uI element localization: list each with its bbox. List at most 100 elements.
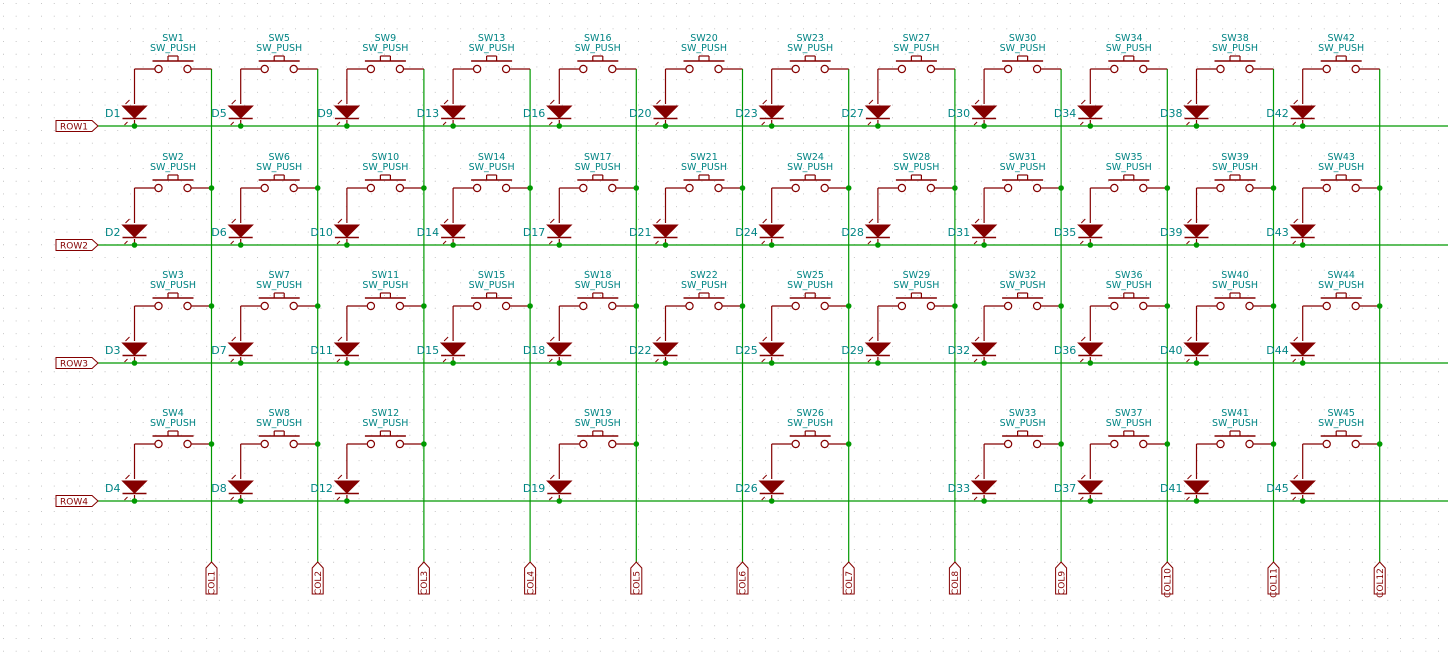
switch-ref-label: SW4 [162, 408, 183, 419]
diode-mark [336, 218, 343, 245]
switch-value-label: SW_PUSH [1106, 43, 1152, 54]
switch-value-label: SW_PUSH [256, 43, 302, 54]
switch-pin [260, 64, 269, 74]
diode-ref-label: D18 [523, 344, 545, 357]
switch-pin [1110, 64, 1119, 74]
diode-body [864, 105, 892, 119]
diode-mark [1079, 336, 1086, 363]
junction-dot [1087, 498, 1094, 504]
switch-pin [154, 301, 163, 311]
diode-ref-label: D3 [105, 344, 120, 357]
switch-ref-label: SW35 [1115, 152, 1143, 163]
switch-value-label: SW_PUSH [1318, 43, 1364, 54]
switch-pin [289, 439, 298, 449]
diode-ref-label: D23 [735, 107, 757, 120]
diode-mark [124, 474, 130, 501]
diode-body [546, 224, 573, 238]
junction-dot [981, 498, 987, 504]
diode-body [227, 480, 254, 494]
switch-pin [1110, 439, 1119, 449]
switch-pin [472, 64, 482, 74]
switch-value-label: SW_PUSH [575, 418, 621, 429]
junction-dot [421, 185, 427, 191]
diode-body [439, 224, 467, 238]
junction-dot [450, 242, 456, 248]
diode-mark [124, 99, 130, 126]
diode-mark [1079, 474, 1086, 501]
diode-mark [548, 218, 555, 245]
column-net-label-frame [842, 561, 855, 595]
switch-pin [926, 64, 936, 74]
switch-value-label: SW_PUSH [575, 162, 621, 173]
switch-pin [183, 301, 192, 311]
switch-ref-label: SW26 [796, 408, 824, 419]
switch-ref-label: SW30 [1009, 33, 1037, 44]
diode-ref-label: D22 [629, 344, 651, 357]
switch-ref-label: SW33 [1009, 408, 1037, 419]
diode-body [970, 224, 998, 238]
junction-dot [1193, 123, 1200, 129]
diode-ref-label: D1 [105, 107, 120, 120]
junction-dot [344, 498, 350, 504]
column-net-label-frame [311, 561, 324, 595]
net-labels: ROW1 ROW2 ROW3 ROW4 COL1 COL2 COL3 COL4 COL5 COL6… [55, 120, 1386, 598]
diode-mark [230, 474, 237, 501]
junction-dot [237, 360, 244, 366]
switch-pin [1216, 301, 1225, 311]
switch-pin [1216, 64, 1225, 74]
junction-dot [1087, 360, 1094, 366]
diode-mark [548, 336, 555, 363]
switch-ref-label: SW34 [1115, 33, 1143, 44]
switch-ref-label: SW8 [268, 408, 289, 419]
diode-ref-label: D16 [523, 107, 545, 120]
switch-value-label: SW_PUSH [362, 43, 408, 54]
junction-dot [768, 498, 775, 504]
switch-pin [501, 301, 511, 311]
switch-pin [1322, 183, 1331, 193]
diode-ref-label: D10 [310, 226, 332, 239]
diode-mark [1292, 336, 1299, 363]
diode-mark [1292, 99, 1299, 126]
column-net-label-frame [630, 561, 643, 595]
switch-pin [1003, 183, 1013, 193]
switch-value-label: SW_PUSH [1318, 162, 1364, 173]
diode-mark [867, 99, 874, 126]
column-net-label: COL4 [526, 571, 536, 595]
junction-dot [527, 185, 533, 191]
column-net-label: COL5 [633, 571, 643, 595]
switch-pin [395, 439, 405, 449]
switch-pin [1322, 301, 1331, 311]
switch-value-label: SW_PUSH [1212, 418, 1258, 429]
column-net-label: COL12 [1376, 568, 1386, 598]
switch-ref-label: SW44 [1327, 270, 1355, 281]
switch-ref-label: SW37 [1115, 408, 1143, 419]
switch-ref-label: SW39 [1221, 152, 1249, 163]
diode-ref-label: D38 [1160, 107, 1182, 120]
switch-pin [820, 183, 829, 193]
diode-mark [230, 218, 237, 245]
switch-value-label: SW_PUSH [575, 280, 621, 291]
diode-body [333, 105, 361, 119]
junction-dot [131, 123, 138, 129]
row-net-label: ROW4 [60, 498, 88, 508]
diode-ref-label: D29 [841, 344, 863, 357]
switch-value-label: SW_PUSH [150, 162, 196, 173]
switch-pin [366, 64, 376, 74]
switch-ref-label: SW1 [162, 33, 183, 44]
switch-pin [791, 439, 800, 449]
junction-dot [845, 185, 852, 191]
diode-mark [230, 99, 237, 126]
diode-ref-label: D5 [211, 107, 226, 120]
junction-dot [845, 303, 852, 309]
switch-value-label: SW_PUSH [469, 43, 515, 54]
diode-body [333, 480, 361, 494]
switch-pin [1245, 301, 1254, 311]
switch-value-label: SW_PUSH [1106, 418, 1152, 429]
switch-pin [1351, 64, 1360, 74]
switch-value-label: SW_PUSH [1000, 280, 1046, 291]
diode-mark [973, 336, 980, 363]
switch-ref-label: SW16 [584, 33, 612, 44]
junction-dot [1193, 360, 1200, 366]
